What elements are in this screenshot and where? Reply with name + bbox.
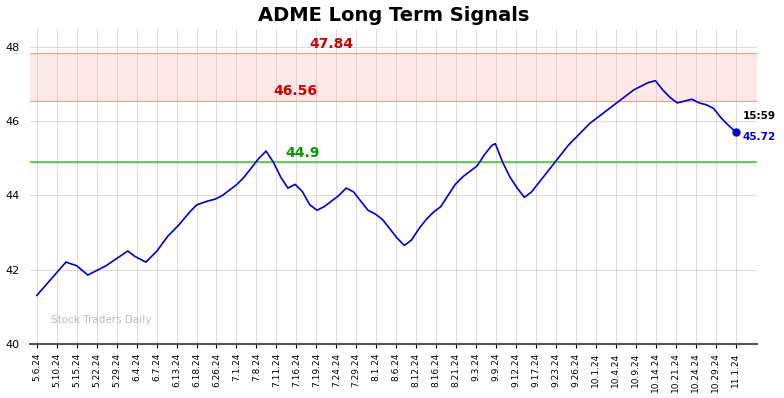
Text: 44.9: 44.9 xyxy=(285,146,320,160)
Text: 47.84: 47.84 xyxy=(310,37,354,51)
Text: Stock Traders Daily: Stock Traders Daily xyxy=(52,315,152,325)
Title: ADME Long Term Signals: ADME Long Term Signals xyxy=(258,6,529,25)
Text: 45.72: 45.72 xyxy=(742,133,776,142)
Bar xyxy=(30,53,757,101)
Text: 15:59: 15:59 xyxy=(742,111,776,121)
Text: 46.56: 46.56 xyxy=(274,84,318,98)
